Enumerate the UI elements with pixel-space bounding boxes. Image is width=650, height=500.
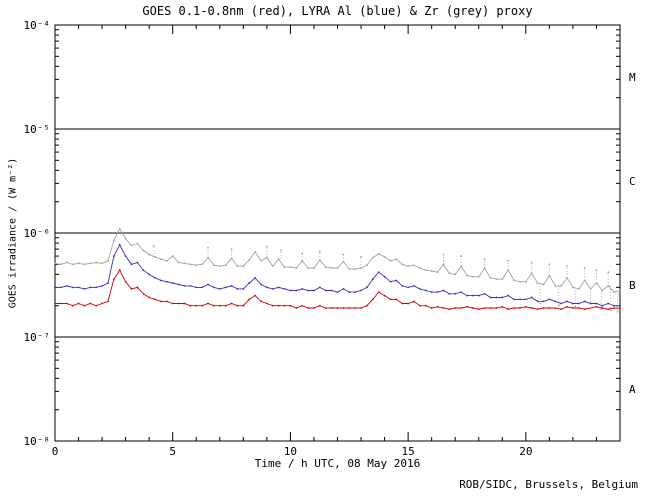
series-lyra_zr_grey: [54, 227, 621, 294]
flare-class-label-B: B: [629, 279, 636, 292]
svg-text:10⁻⁸: 10⁻⁸: [24, 435, 51, 448]
x-axis-label: Time / h UTC, 08 May 2016: [254, 457, 421, 470]
series-lyra_al_blue: [54, 243, 621, 307]
flare-class-label-C: C: [629, 175, 636, 188]
flare-class-label-A: A: [629, 383, 636, 396]
chart-title: GOES 0.1-0.8nm (red), LYRA Al (blue) & Z…: [142, 4, 533, 18]
axes: 0 5 10 15 20 10⁻⁴ 10⁻⁵ 10⁻⁶ 10⁻⁷ 10⁻⁸: [24, 19, 621, 458]
svg-text:10⁻⁵: 10⁻⁵: [24, 123, 51, 136]
credit-text: ROB/SIDC, Brussels, Belgium: [459, 478, 638, 491]
svg-text:5: 5: [169, 445, 176, 458]
zr-noise-spikes: [152, 245, 619, 313]
y-axis-label: GOES irradiance / (W m⁻²): [7, 157, 19, 309]
svg-text:15: 15: [402, 445, 415, 458]
flare-class-label-M: M: [629, 71, 636, 84]
svg-text:20: 20: [519, 445, 532, 458]
series-goes_red: [54, 269, 621, 311]
svg-text:10⁻⁷: 10⁻⁷: [24, 331, 51, 344]
svg-text:10⁻⁶: 10⁻⁶: [24, 227, 51, 240]
svg-text:10⁻⁴: 10⁻⁴: [24, 19, 51, 32]
svg-text:0: 0: [52, 445, 59, 458]
svg-text:10: 10: [284, 445, 297, 458]
